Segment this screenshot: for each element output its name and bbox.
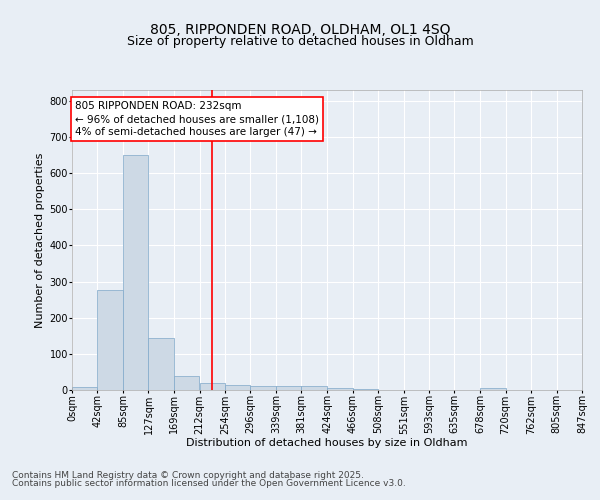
- Text: 805 RIPPONDEN ROAD: 232sqm
← 96% of detached houses are smaller (1,108)
4% of se: 805 RIPPONDEN ROAD: 232sqm ← 96% of deta…: [75, 101, 319, 137]
- Text: Contains public sector information licensed under the Open Government Licence v3: Contains public sector information licen…: [12, 478, 406, 488]
- Bar: [123, 155, 148, 390]
- Text: Contains HM Land Registry data © Crown copyright and database right 2025.: Contains HM Land Registry data © Crown c…: [12, 471, 364, 480]
- Bar: [225, 386, 250, 390]
- X-axis label: Distribution of detached houses by size in Oldham: Distribution of detached houses by size …: [186, 438, 468, 448]
- Text: 805, RIPPONDEN ROAD, OLDHAM, OL1 4SQ: 805, RIPPONDEN ROAD, OLDHAM, OL1 4SQ: [150, 22, 450, 36]
- Bar: [480, 388, 506, 390]
- Bar: [301, 386, 326, 390]
- Bar: [97, 290, 122, 390]
- Y-axis label: Number of detached properties: Number of detached properties: [35, 152, 45, 328]
- Bar: [200, 383, 225, 390]
- Text: Size of property relative to detached houses in Oldham: Size of property relative to detached ho…: [127, 35, 473, 48]
- Bar: [250, 386, 275, 390]
- Bar: [276, 386, 301, 390]
- Bar: [174, 376, 199, 390]
- Bar: [328, 388, 353, 390]
- Bar: [148, 338, 174, 390]
- Bar: [72, 388, 97, 390]
